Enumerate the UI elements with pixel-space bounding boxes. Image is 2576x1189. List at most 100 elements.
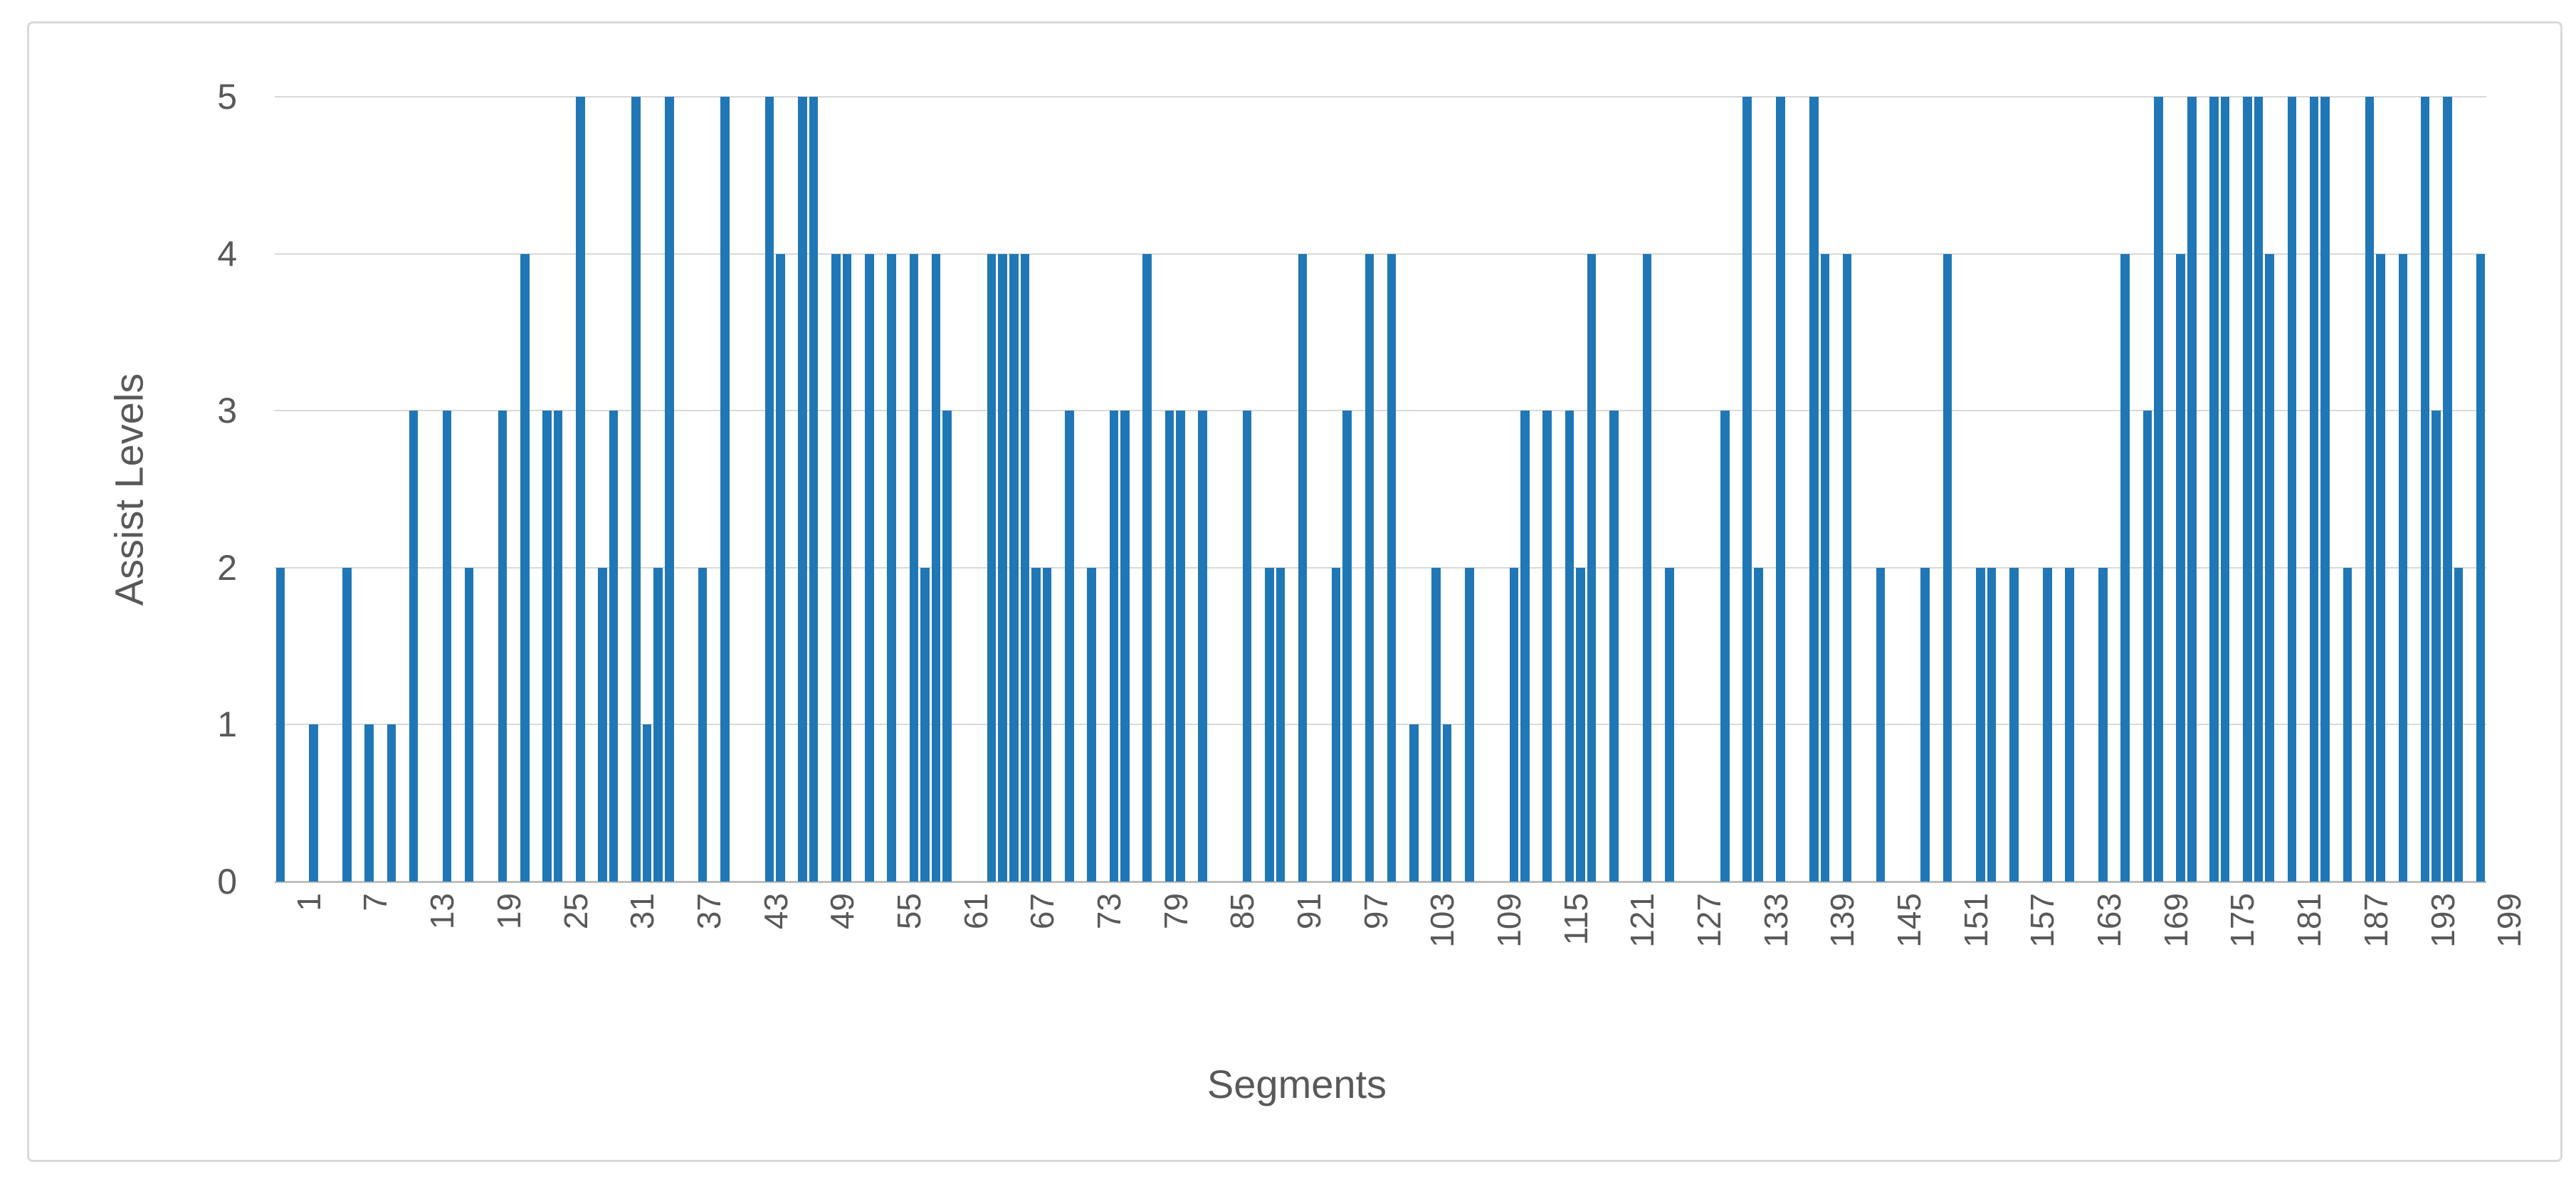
- x-tick-label-49: 49: [824, 893, 861, 930]
- bar-segment-41: [720, 97, 730, 882]
- plot-area: 0 1 2 3 4 5 1 7 13 19 25 31 37 43 49 55 61 67 73 79 85 91 97 10…: [29, 23, 2560, 1160]
- bar-segment-167: [2120, 253, 2130, 882]
- x-tick-label-181: 181: [2291, 893, 2328, 948]
- bar-segment-4: [309, 724, 318, 882]
- x-tick-label-139: 139: [1824, 893, 1861, 948]
- x-tick-label-85: 85: [1224, 893, 1261, 930]
- bar-segment-21: [498, 411, 508, 882]
- bar-segment-180: [2265, 253, 2274, 882]
- bar-segment-134: [1754, 567, 1763, 882]
- bar-segment-88: [1242, 411, 1252, 882]
- bar-segment-175: [2209, 97, 2219, 882]
- x-tick-label-175: 175: [2224, 893, 2261, 948]
- x-tick-label-157: 157: [2024, 893, 2061, 948]
- bar-segment-149: [1920, 567, 1930, 882]
- x-tick-label-61: 61: [957, 893, 994, 930]
- bar-segment-169: [2143, 411, 2152, 882]
- bar-segment-61: [942, 411, 952, 882]
- x-tick-label-103: 103: [1424, 893, 1461, 948]
- bar-segment-194: [2420, 97, 2430, 882]
- bar-segment-16: [442, 411, 452, 882]
- bar-segment-140: [1820, 253, 1830, 882]
- bar-segment-36: [665, 97, 674, 882]
- bar-segment-74: [1087, 567, 1096, 882]
- bar-segment-157: [2009, 567, 2019, 882]
- bar-segment-131: [1720, 411, 1730, 882]
- bar-segment-76: [1109, 411, 1119, 882]
- chart-frame: 0 1 2 3 4 5 1 7 13 19 25 31 37 43 49 55 61 67 73 79 85 91 97 10…: [27, 21, 2562, 1162]
- bar-segment-97: [1342, 411, 1352, 882]
- bar-segment-115: [1542, 411, 1552, 882]
- bar-segment-121: [1609, 411, 1619, 882]
- bar-segment-25: [542, 411, 552, 882]
- bar-segment-65: [987, 253, 997, 882]
- bar-segment-34: [642, 724, 652, 882]
- bar-segment-7: [342, 567, 352, 882]
- x-tick-label-19: 19: [490, 893, 527, 930]
- bar-segment-93: [1298, 253, 1308, 882]
- y-tick-label-0: 0: [217, 862, 237, 902]
- x-tick-label-97: 97: [1357, 893, 1394, 930]
- bar-segment-58: [909, 253, 918, 882]
- x-tick-label-55: 55: [890, 893, 927, 930]
- bar-segment-187: [2343, 567, 2352, 882]
- bar-segment-33: [631, 97, 641, 882]
- x-tick-label-67: 67: [1024, 893, 1061, 930]
- bar-segment-195: [2432, 411, 2441, 882]
- bar-segment-105: [1431, 567, 1441, 882]
- bar-segment-182: [2287, 97, 2297, 882]
- x-tick-label-145: 145: [1891, 893, 1928, 948]
- bar-segment-54: [865, 253, 874, 882]
- bar-segment-49: [809, 97, 819, 882]
- bar-segment-91: [1276, 567, 1286, 882]
- x-tick-label-169: 169: [2157, 893, 2194, 948]
- bar-segment-31: [609, 411, 619, 882]
- x-tick-label-121: 121: [1624, 893, 1661, 948]
- bar-segment-26: [553, 411, 563, 882]
- bar-segment-178: [2243, 97, 2252, 882]
- x-axis-title: Segments: [1206, 1062, 1387, 1106]
- bar-segment-1: [275, 567, 285, 882]
- bar-segment-101: [1387, 253, 1397, 882]
- x-tick-label-133: 133: [1757, 893, 1794, 948]
- bar-segment-136: [1776, 97, 1785, 882]
- x-tick-label-187: 187: [2357, 893, 2394, 948]
- x-tick-label-43: 43: [757, 893, 794, 930]
- bar-segment-18: [464, 567, 474, 882]
- x-tick-label-7: 7: [357, 893, 394, 911]
- x-tick-label-151: 151: [1957, 893, 1994, 948]
- x-tick-label-127: 127: [1691, 893, 1728, 948]
- bar-segment-160: [2043, 567, 2052, 882]
- bar-segment-45: [764, 97, 774, 882]
- y-tick-label-5: 5: [217, 77, 237, 117]
- y-tick-label-3: 3: [217, 391, 237, 431]
- y-tick-label-4: 4: [217, 233, 237, 274]
- bar-segment-90: [1265, 567, 1274, 882]
- bar-segment-196: [2443, 97, 2452, 882]
- bar-segment-52: [842, 253, 852, 882]
- bar-segment-155: [1987, 567, 1997, 882]
- bar-segment-72: [1065, 411, 1074, 882]
- bar-segment-82: [1176, 411, 1185, 882]
- bar-segment-67: [1009, 253, 1019, 882]
- bar-segment-66: [998, 253, 1007, 882]
- bar-segment-56: [887, 253, 896, 882]
- bar-segment-11: [387, 724, 396, 882]
- gridline-y2: [275, 566, 2486, 569]
- bar-segment-79: [1142, 253, 1152, 882]
- gridline-y5: [275, 96, 2486, 97]
- bar-segment-192: [2398, 253, 2408, 882]
- bar-segment-103: [1409, 724, 1419, 882]
- bar-segment-77: [1120, 411, 1130, 882]
- x-tick-label-73: 73: [1090, 893, 1127, 930]
- gridline-y3: [275, 410, 2486, 412]
- bar-segment-84: [1198, 411, 1207, 882]
- bar-segment-28: [576, 97, 585, 882]
- bar-segment-30: [598, 567, 607, 882]
- bar-segment-59: [920, 567, 930, 882]
- bar-segment-185: [2320, 97, 2330, 882]
- bar-segment-170: [2154, 97, 2163, 882]
- bar-segment-9: [364, 724, 374, 882]
- bar-segment-126: [1665, 567, 1674, 882]
- x-tick-label-25: 25: [557, 893, 594, 930]
